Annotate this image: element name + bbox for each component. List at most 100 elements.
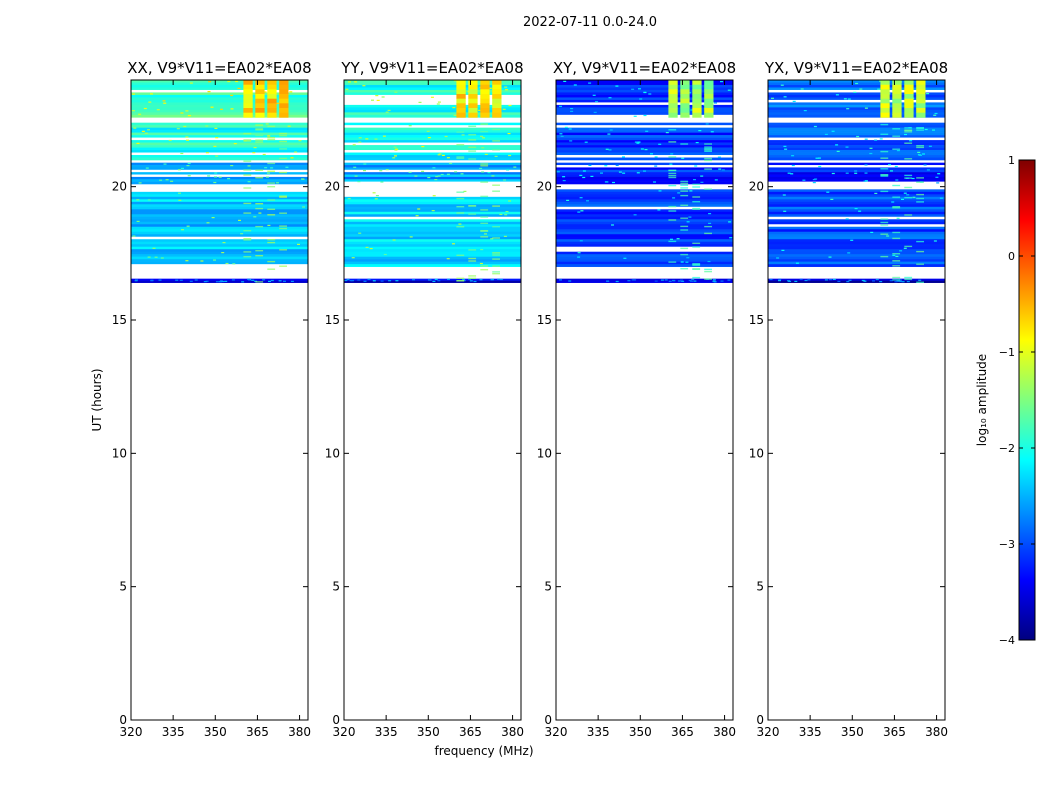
panel-4: YX, V9*V11=EA02*EA08 320 335 350 365 380 0 5 10 1… <box>749 59 948 739</box>
noise-speckle <box>357 181 361 183</box>
noise-speckle <box>369 248 373 250</box>
rfi-streak <box>456 197 465 200</box>
band-stripe <box>131 172 308 175</box>
noise-speckle <box>453 80 457 82</box>
noise-speckle <box>588 164 592 166</box>
y-tick-label: 5 <box>119 580 127 594</box>
noise-speckle <box>499 213 503 215</box>
rfi-streak <box>468 277 477 279</box>
noise-speckle <box>205 125 209 127</box>
noise-speckle <box>608 149 612 151</box>
band-stripe <box>344 181 521 185</box>
noise-speckle <box>208 81 212 83</box>
noise-speckle <box>469 280 473 282</box>
rfi-cell <box>456 98 466 104</box>
rfi-cell <box>480 112 490 118</box>
band-stripe <box>556 241 733 245</box>
rfi-streak <box>916 127 924 129</box>
rfi-streak <box>243 160 252 162</box>
band-stripe <box>768 221 945 225</box>
noise-speckle <box>159 179 163 181</box>
band-stripe <box>344 216 521 220</box>
noise-speckle <box>926 93 930 95</box>
rfi-streak <box>492 258 500 260</box>
panel-background <box>131 80 308 720</box>
noise-speckle <box>607 133 611 135</box>
rfi-streak <box>680 204 689 206</box>
rfi-cell <box>916 94 926 99</box>
band-stripe <box>768 155 945 158</box>
noise-speckle <box>634 141 638 143</box>
rfi-streak <box>904 276 913 279</box>
rfi-cell <box>680 80 690 85</box>
band-stripe <box>131 157 308 161</box>
noise-speckle <box>787 172 791 174</box>
rfi-streak <box>267 199 276 201</box>
data-band <box>768 80 945 118</box>
rfi-streak <box>916 146 924 149</box>
noise-speckle <box>152 247 156 249</box>
noise-speckle <box>831 172 835 175</box>
noise-speckle <box>686 257 690 259</box>
band-stripe <box>556 80 733 83</box>
rfi-cell <box>916 103 926 109</box>
noise-speckle <box>494 155 498 157</box>
noise-speckle <box>579 174 583 176</box>
noise-speckle <box>214 127 218 129</box>
band-stripe <box>768 209 945 213</box>
rfi-streak <box>704 149 712 151</box>
noise-speckle <box>807 279 811 281</box>
band-stripe <box>556 99 733 103</box>
rfi-streak <box>492 237 500 239</box>
rfi-cell <box>668 94 678 99</box>
rfi-cell <box>468 84 478 90</box>
rfi-cell <box>279 112 289 118</box>
noise-speckle <box>181 167 184 169</box>
band-stripe <box>556 84 733 88</box>
noise-speckle <box>633 115 637 117</box>
rfi-streak <box>492 149 500 151</box>
band-stripe <box>768 140 945 143</box>
noise-speckle <box>270 279 274 282</box>
noise-speckle <box>375 95 379 97</box>
noise-speckle <box>351 257 355 259</box>
band-stripe <box>768 234 945 238</box>
noise-speckle <box>189 82 193 84</box>
rfi-cell <box>668 112 678 118</box>
noise-speckle <box>776 257 780 259</box>
rfi-streak <box>243 256 252 258</box>
rfi-streak <box>904 174 913 177</box>
noise-speckle <box>855 82 859 85</box>
band-stripe <box>556 214 733 218</box>
noise-speckle <box>233 143 237 145</box>
noise-speckle <box>923 164 927 166</box>
band-stripe <box>768 125 945 128</box>
rfi-cell <box>916 108 926 113</box>
x-tick-label: 320 <box>545 725 568 739</box>
band-stripe <box>768 167 945 171</box>
noise-speckle <box>570 110 574 112</box>
band-stripe <box>556 219 733 223</box>
noise-speckle <box>163 163 167 165</box>
noise-speckle <box>627 280 631 282</box>
noise-speckle <box>437 280 441 282</box>
band-stripe <box>768 280 945 283</box>
rfi-streak <box>492 184 500 186</box>
band-stripe <box>131 135 308 138</box>
rfi-streak <box>456 131 465 133</box>
noise-speckle <box>185 136 189 138</box>
noise-speckle <box>718 168 722 170</box>
band-stripe <box>556 167 733 171</box>
rfi-streak <box>492 128 500 131</box>
noise-speckle <box>875 278 879 281</box>
rfi-cell <box>916 84 926 90</box>
noise-speckle <box>783 145 787 147</box>
noise-speckle <box>573 84 577 86</box>
band-stripe <box>131 236 308 240</box>
noise-speckle <box>446 258 450 260</box>
y-tick-label: 5 <box>756 580 764 594</box>
rfi-cell <box>456 94 466 99</box>
noise-speckle <box>815 157 819 159</box>
rfi-cell <box>880 89 890 95</box>
band-stripe <box>556 127 733 131</box>
